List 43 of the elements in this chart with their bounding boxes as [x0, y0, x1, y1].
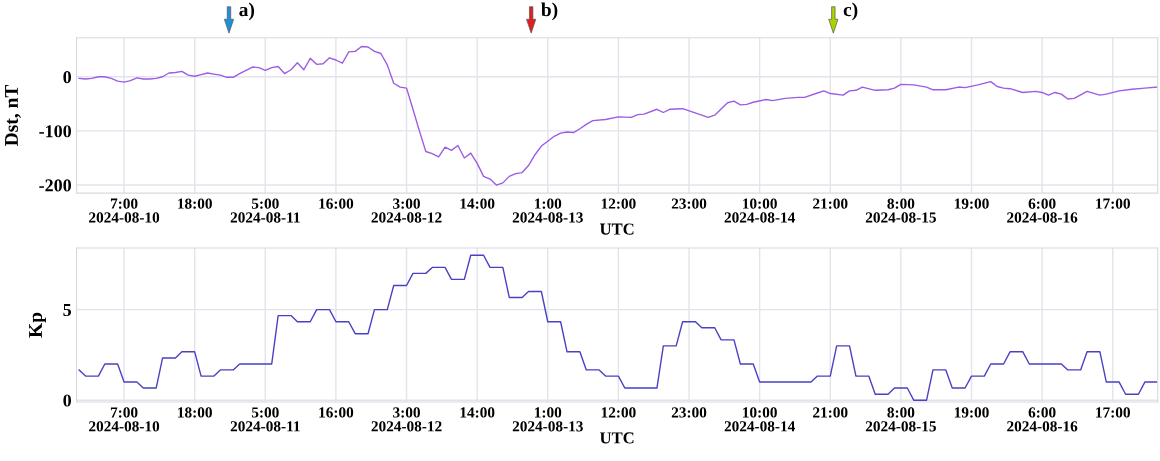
x-tick-label: 23:00 — [671, 407, 707, 418]
x-tick-label: 17:00 — [1096, 198, 1130, 209]
line-series — [78, 45, 1158, 186]
x-tick-label: 16:00 — [319, 407, 354, 418]
x-tick-label: 7:00 2024-08-10 — [89, 198, 160, 223]
x-tick-label: 10:00 2024-08-14 — [724, 198, 795, 223]
y-tick-label: 0 — [63, 71, 72, 84]
x-tick-label: 14:00 — [460, 198, 495, 209]
x-tick-label: 19:00 — [954, 198, 989, 209]
x-tick-label: 6:00 2024-08-16 — [1007, 407, 1078, 432]
text: c) — [843, 2, 858, 21]
y-axis-title: Kp — [29, 312, 46, 338]
y-tick-label: -100 — [39, 125, 72, 138]
x-axis-title: UTC — [599, 223, 634, 235]
x-tick-label: 18:00 — [178, 198, 212, 209]
x-tick-label: 14:00 — [460, 407, 495, 418]
x-tick-label: 10:00 2024-08-14 — [724, 407, 795, 432]
x-tick-label: 3:00 2024-08-12 — [371, 407, 442, 432]
x-tick-label: 6:00 2024-08-16 — [1007, 198, 1078, 223]
y-axis-title: Dst, nT — [5, 84, 21, 146]
x-tick-label: 5:00 2024-08-11 — [230, 198, 300, 223]
y-tick-label: -200 — [39, 179, 72, 192]
text: b) — [541, 2, 558, 21]
x-tick-label: 12:00 — [601, 407, 636, 418]
x-tick-label: 7:00 2024-08-10 — [89, 407, 160, 432]
y-tick-label: 0 — [63, 394, 72, 407]
x-tick-label: 21:00 — [813, 407, 848, 418]
x-tick-label: 1:00 2024-08-13 — [512, 407, 583, 432]
x-tick-label: 16:00 — [319, 198, 354, 209]
x-tick-label: 21:00 — [813, 198, 848, 209]
x-tick-label: 3:00 2024-08-12 — [371, 198, 442, 223]
x-tick-label: 19:00 — [954, 407, 989, 418]
x-tick-label: 8:00 2024-08-15 — [865, 407, 936, 432]
x-tick-label: 18:00 — [178, 407, 212, 418]
x-tick-label: 17:00 — [1096, 407, 1130, 418]
y-tick-label: 5 — [63, 304, 72, 317]
x-tick-label: 5:00 2024-08-11 — [230, 407, 300, 432]
x-tick-label: 8:00 2024-08-15 — [865, 198, 936, 223]
text: a) — [239, 2, 255, 21]
x-tick-label: 12:00 — [601, 198, 636, 209]
x-tick-label: 23:00 — [671, 198, 707, 209]
x-tick-label: 1:00 2024-08-13 — [512, 198, 583, 223]
x-axis-title: UTC — [599, 432, 634, 444]
